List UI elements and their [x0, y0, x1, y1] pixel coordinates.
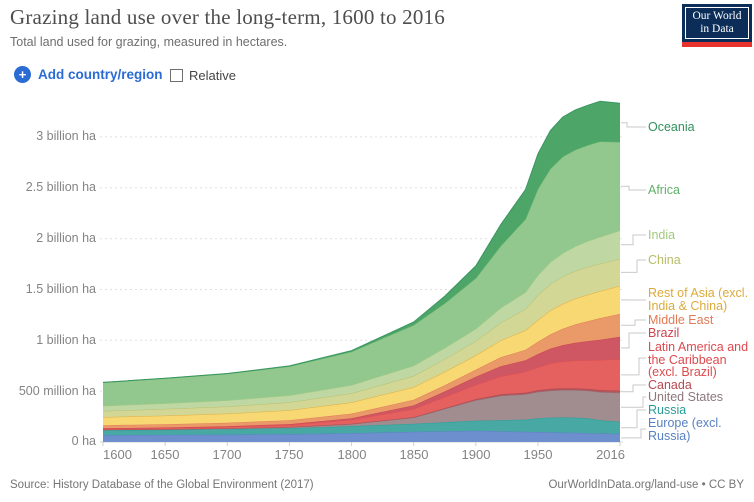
plus-icon: + — [14, 66, 31, 83]
y-axis-tick-label: 1.5 billion ha — [25, 282, 96, 296]
legend-item-oceania[interactable]: Oceania — [648, 120, 695, 134]
add-country-button[interactable]: + Add country/region — [14, 66, 163, 83]
x-axis-tick-label: 2016 — [596, 447, 625, 462]
legend-item-russia[interactable]: Russia — [648, 403, 687, 417]
x-axis-tick-label: 1850 — [399, 447, 429, 462]
page-title: Grazing land use over the long-term, 160… — [10, 5, 445, 29]
legend-item-rest-of-asia[interactable]: Rest of Asia (excl. India & China) — [648, 286, 749, 313]
y-axis-tick-label: 1 billion ha — [36, 333, 96, 347]
relative-toggle[interactable]: Relative — [170, 68, 236, 83]
legend-item-europe[interactable]: Europe (excl. Russia) — [648, 416, 722, 443]
x-axis-tick-label: 1800 — [337, 447, 367, 462]
legend-item-brazil[interactable]: Brazil — [648, 326, 680, 340]
y-axis-tick-label: 2 billion ha — [36, 231, 96, 245]
y-axis-tick-label: 3 billion ha — [36, 129, 96, 143]
x-axis-tick-label: 1750 — [274, 447, 304, 462]
x-axis-tick-label: 1600 — [103, 447, 132, 462]
legend-item-india[interactable]: India — [648, 228, 676, 242]
owid-logo-text: Our World in Data — [685, 7, 749, 39]
relative-label: Relative — [189, 68, 236, 83]
x-axis-tick-label: 1900 — [461, 447, 491, 462]
page-subtitle: Total land used for grazing, measured in… — [10, 35, 288, 49]
legend-item-china[interactable]: China — [648, 253, 681, 267]
owid-logo[interactable]: Our World in Data — [682, 4, 752, 47]
y-axis-tick-label: 2.5 billion ha — [25, 180, 96, 194]
relative-checkbox[interactable] — [170, 69, 183, 82]
legend-item-canada[interactable]: Canada — [648, 378, 692, 392]
x-axis-tick-label: 1650 — [150, 447, 180, 462]
y-axis-tick-label: 0 ha — [71, 434, 96, 448]
legend-item-middle-east[interactable]: Middle East — [648, 313, 714, 327]
y-axis-tick-label: 500 million ha — [18, 384, 96, 398]
add-country-label: Add country/region — [38, 67, 163, 82]
legend-item-latin-america[interactable]: Latin America and the Caribbean (excl. B… — [648, 340, 749, 379]
source-note: Source: History Database of the Global E… — [10, 479, 314, 491]
x-axis-tick-label: 1950 — [523, 447, 553, 462]
license-link[interactable]: OurWorldInData.org/land-use • CC BY — [548, 479, 744, 491]
owid-logo-stripe — [682, 42, 752, 47]
legend-item-united-states[interactable]: United States — [648, 390, 724, 404]
legend-item-africa[interactable]: Africa — [648, 183, 680, 197]
x-axis-tick-label: 1700 — [212, 447, 242, 462]
